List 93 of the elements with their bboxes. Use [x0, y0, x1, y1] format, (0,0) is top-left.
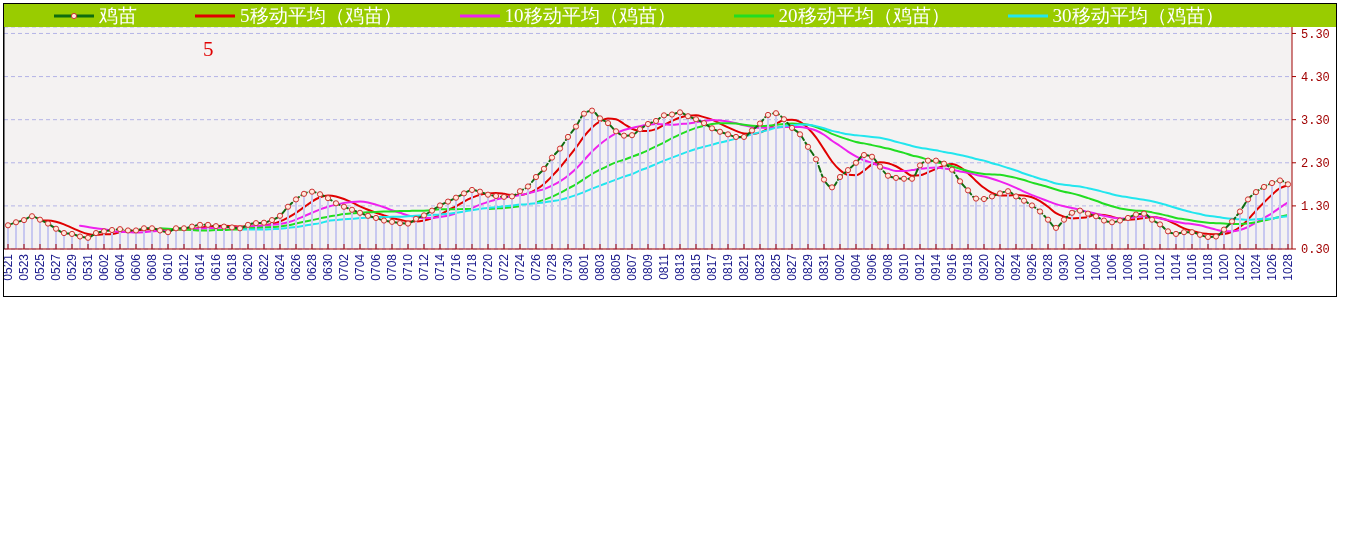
- x-tick-label: 0813: [673, 253, 687, 281]
- x-tick-label: 1006: [1105, 253, 1119, 281]
- x-tick-label: 0606: [129, 253, 143, 281]
- annotation: 5: [203, 37, 214, 61]
- x-tick-label: 0801: [577, 253, 591, 281]
- x-tick-label: 0714: [433, 253, 447, 281]
- x-tick-label: 0819: [721, 253, 735, 281]
- x-tick-label: 0817: [705, 253, 719, 281]
- x-tick-label: 0912: [913, 253, 927, 281]
- x-tick-label: 0904: [849, 253, 863, 281]
- x-tick-label: 0702: [337, 253, 351, 281]
- x-tick-label: 0531: [81, 253, 95, 281]
- x-tick-label: 0930: [1057, 253, 1071, 281]
- x-tick-label: 0823: [753, 253, 767, 281]
- x-tick-label: 1024: [1249, 253, 1263, 281]
- x-tick-label: 0928: [1041, 253, 1055, 281]
- x-tick-label: 0720: [481, 253, 495, 281]
- x-tick-label: 0624: [273, 253, 287, 281]
- y-tick-label: 2.30: [1301, 157, 1330, 172]
- x-tick-label: 0604: [113, 253, 127, 281]
- x-tick-label: 0908: [881, 253, 895, 281]
- x-tick-label: 0805: [609, 253, 623, 281]
- x-tick-label: 0710: [401, 253, 415, 281]
- x-tick-label: 0811: [657, 253, 671, 280]
- x-tick-label: 0712: [417, 253, 431, 281]
- y-tick-label: 4.30: [1301, 70, 1330, 85]
- x-tick-label: 0608: [145, 253, 159, 281]
- x-tick-label: 1016: [1185, 253, 1199, 281]
- legend-label: 20移动平均（鸡苗）: [778, 4, 950, 27]
- x-tick-label: 0821: [737, 253, 751, 281]
- x-tick-label: 0829: [801, 253, 815, 281]
- x-tick-label: 0815: [689, 253, 703, 281]
- x-tick-label: 0527: [49, 253, 63, 281]
- x-tick-label: 0924: [1009, 253, 1023, 281]
- x-tick-label: 0618: [225, 253, 239, 281]
- x-tick-label: 0726: [529, 253, 543, 281]
- x-tick-label: 0803: [593, 253, 607, 281]
- x-tick-label: 0809: [641, 253, 655, 281]
- x-tick-label: 1002: [1073, 253, 1087, 281]
- x-tick-label: 1026: [1265, 253, 1279, 281]
- x-tick-label: 1004: [1089, 253, 1103, 281]
- x-tick-label: 0620: [241, 253, 255, 281]
- x-tick-label: 0521: [1, 253, 15, 281]
- x-tick-label: 0523: [17, 253, 31, 281]
- x-tick-label: 0622: [257, 253, 271, 281]
- x-tick-label: 0525: [33, 253, 47, 281]
- x-tick-label: 0704: [353, 253, 367, 281]
- x-tick-label: 0706: [369, 253, 383, 281]
- x-tick-label: 0724: [513, 253, 527, 281]
- x-tick-label: 1028: [1281, 253, 1295, 281]
- y-tick-label: 5.30: [1301, 27, 1330, 42]
- x-tick-label: 0728: [545, 253, 559, 281]
- x-tick-label: 0716: [449, 253, 463, 281]
- x-tick-label: 0630: [321, 253, 335, 281]
- x-tick-label: 0602: [97, 253, 111, 281]
- x-tick-label: 0807: [625, 253, 639, 281]
- x-tick-label: 0628: [305, 253, 319, 281]
- x-tick-label: 0616: [209, 253, 223, 281]
- x-tick-label: 1010: [1137, 253, 1151, 281]
- x-tick-label: 0722: [497, 253, 511, 281]
- x-tick-label: 0612: [177, 253, 191, 281]
- x-tick-label: 0926: [1025, 253, 1039, 281]
- x-tick-label: 1014: [1169, 253, 1183, 281]
- x-tick-label: 0825: [769, 253, 783, 281]
- x-tick-label: 0827: [785, 253, 799, 281]
- x-tick-label: 0730: [561, 253, 575, 281]
- y-tick-label: 0.30: [1301, 243, 1330, 258]
- x-tick-label: 0831: [817, 253, 831, 281]
- x-tick-label: 1008: [1121, 253, 1135, 281]
- x-tick-label: 1022: [1233, 253, 1247, 281]
- legend-label: 30移动平均（鸡苗）: [1052, 4, 1224, 27]
- x-tick-label: 0910: [897, 253, 911, 281]
- x-tick-label: 0920: [977, 253, 991, 281]
- x-tick-label: 0529: [65, 253, 79, 281]
- x-tick-label: 0914: [929, 253, 943, 281]
- x-tick-label: 0922: [993, 253, 1007, 281]
- x-tick-label: 0918: [961, 253, 975, 281]
- x-tick-label: 1020: [1217, 253, 1231, 281]
- x-tick-label: 0614: [193, 253, 207, 281]
- x-tick-label: 0902: [833, 253, 847, 281]
- x-tick-label: 0906: [865, 253, 879, 281]
- x-tick-label: 1012: [1153, 253, 1167, 281]
- y-tick-label: 3.30: [1301, 113, 1330, 128]
- x-tick-label: 1018: [1201, 253, 1215, 281]
- x-tick-label: 0708: [385, 253, 399, 281]
- y-tick-label: 1.30: [1301, 200, 1330, 215]
- x-tick-label: 0916: [945, 253, 959, 281]
- legend-label: 鸡苗: [99, 4, 137, 27]
- x-tick-label: 0610: [161, 253, 175, 281]
- legend-label: 10移动平均（鸡苗）: [504, 4, 676, 27]
- legend-label: 5移动平均（鸡苗）: [240, 4, 402, 27]
- x-tick-label: 0626: [289, 253, 303, 281]
- x-tick-label: 0718: [465, 253, 479, 281]
